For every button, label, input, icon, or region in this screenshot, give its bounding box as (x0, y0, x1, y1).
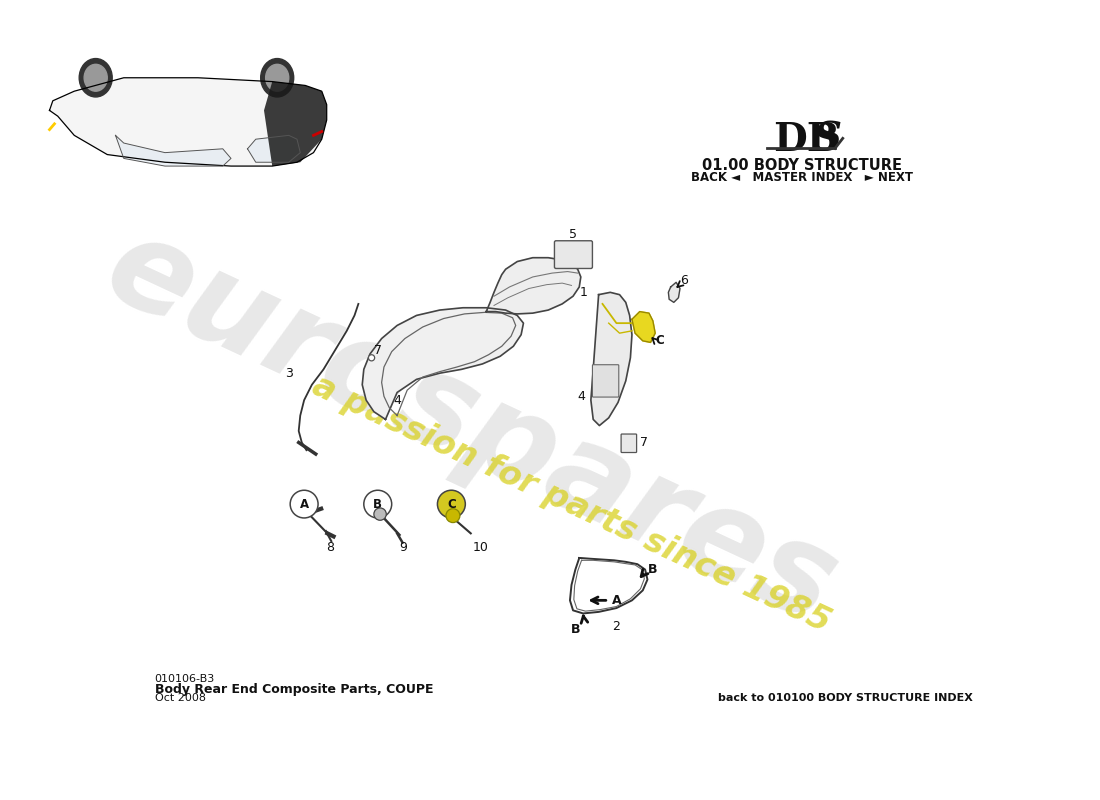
Circle shape (374, 508, 386, 520)
Circle shape (368, 354, 375, 361)
Polygon shape (486, 258, 581, 314)
Text: S: S (813, 121, 842, 158)
Text: DB: DB (773, 121, 839, 158)
FancyBboxPatch shape (554, 241, 593, 269)
Circle shape (364, 490, 392, 518)
Text: B: B (648, 563, 657, 576)
Circle shape (79, 58, 112, 97)
Polygon shape (50, 78, 327, 166)
Circle shape (438, 490, 465, 518)
Polygon shape (631, 312, 656, 342)
Circle shape (446, 509, 460, 522)
Circle shape (290, 490, 318, 518)
Text: 4: 4 (578, 390, 585, 403)
Text: 8: 8 (326, 541, 333, 554)
Text: 7: 7 (640, 436, 648, 449)
Text: B: B (373, 498, 383, 510)
Text: a passion for parts since 1985: a passion for parts since 1985 (307, 369, 836, 639)
Text: 6: 6 (680, 274, 688, 287)
Polygon shape (362, 308, 524, 419)
Text: 1: 1 (580, 286, 587, 299)
FancyBboxPatch shape (593, 365, 619, 397)
Polygon shape (116, 135, 231, 166)
Text: 3: 3 (285, 366, 293, 380)
Polygon shape (591, 292, 631, 426)
Text: 7: 7 (374, 344, 382, 357)
Text: BACK ◄   MASTER INDEX   ► NEXT: BACK ◄ MASTER INDEX ► NEXT (692, 170, 913, 184)
Text: 2: 2 (613, 619, 620, 633)
Text: C: C (656, 334, 664, 347)
Text: back to 010100 BODY STRUCTURE INDEX: back to 010100 BODY STRUCTURE INDEX (718, 693, 974, 702)
Text: C: C (447, 498, 455, 510)
Text: eurospares: eurospares (87, 206, 855, 649)
Text: A: A (299, 498, 309, 510)
Text: Body Rear End Composite Parts, COUPE: Body Rear End Composite Parts, COUPE (154, 682, 433, 696)
Text: 01.00 BODY STRUCTURE: 01.00 BODY STRUCTURE (703, 158, 902, 173)
Circle shape (261, 58, 294, 97)
Text: B: B (571, 623, 580, 637)
Circle shape (265, 64, 288, 91)
Text: 010106-B3: 010106-B3 (154, 674, 215, 683)
Polygon shape (248, 135, 300, 162)
Polygon shape (669, 282, 680, 302)
Circle shape (84, 64, 107, 91)
Text: 5: 5 (569, 228, 578, 241)
Text: 9: 9 (399, 541, 407, 554)
Text: Oct 2008: Oct 2008 (154, 693, 206, 702)
FancyBboxPatch shape (621, 434, 637, 453)
Text: 4: 4 (393, 394, 402, 406)
Text: 10: 10 (473, 541, 488, 554)
Text: A: A (612, 594, 621, 607)
Polygon shape (264, 82, 327, 166)
